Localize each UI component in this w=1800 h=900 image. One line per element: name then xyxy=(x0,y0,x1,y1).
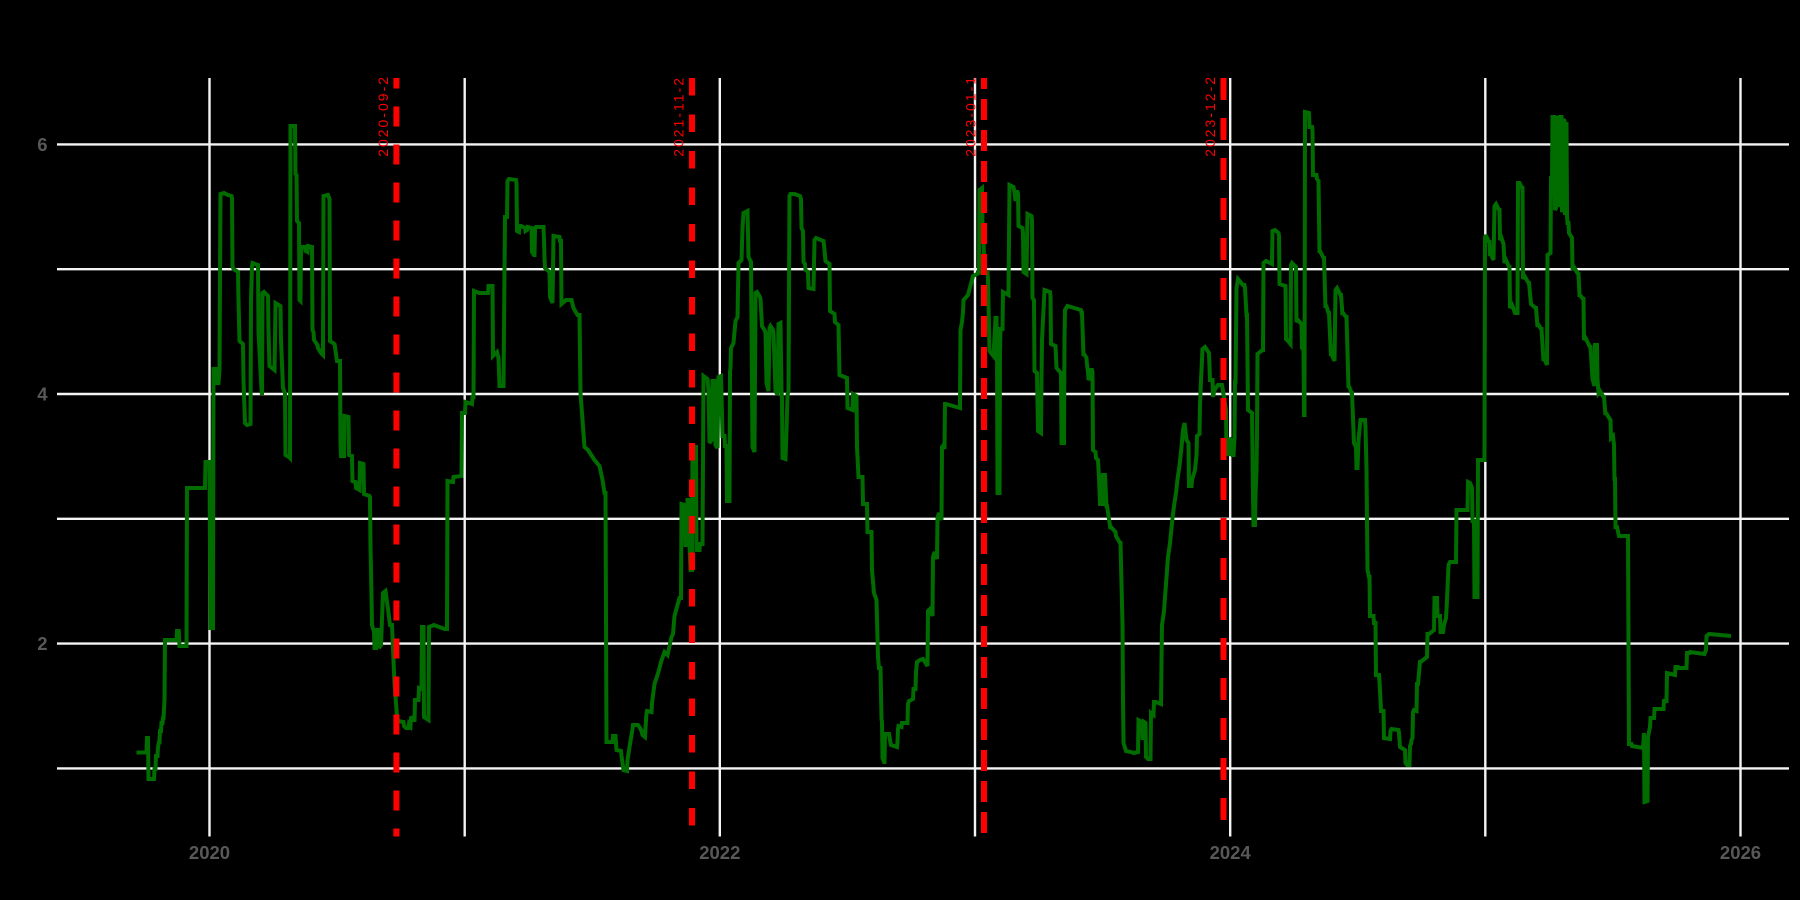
svg-text:2023-12-2: 2023-12-2 xyxy=(1202,75,1218,157)
svg-text:2022: 2022 xyxy=(699,842,740,863)
svg-text:2024: 2024 xyxy=(1210,842,1252,863)
svg-text:2021-11-2: 2021-11-2 xyxy=(671,76,687,157)
svg-text:2020-09-2: 2020-09-2 xyxy=(375,75,391,157)
svg-text:2: 2 xyxy=(37,633,47,654)
svg-text:2020: 2020 xyxy=(189,842,230,863)
svg-text:6: 6 xyxy=(37,134,47,155)
svg-text:2023-01-1: 2023-01-1 xyxy=(963,75,979,157)
svg-text:2026: 2026 xyxy=(1720,842,1761,863)
svg-text:4: 4 xyxy=(37,384,48,405)
